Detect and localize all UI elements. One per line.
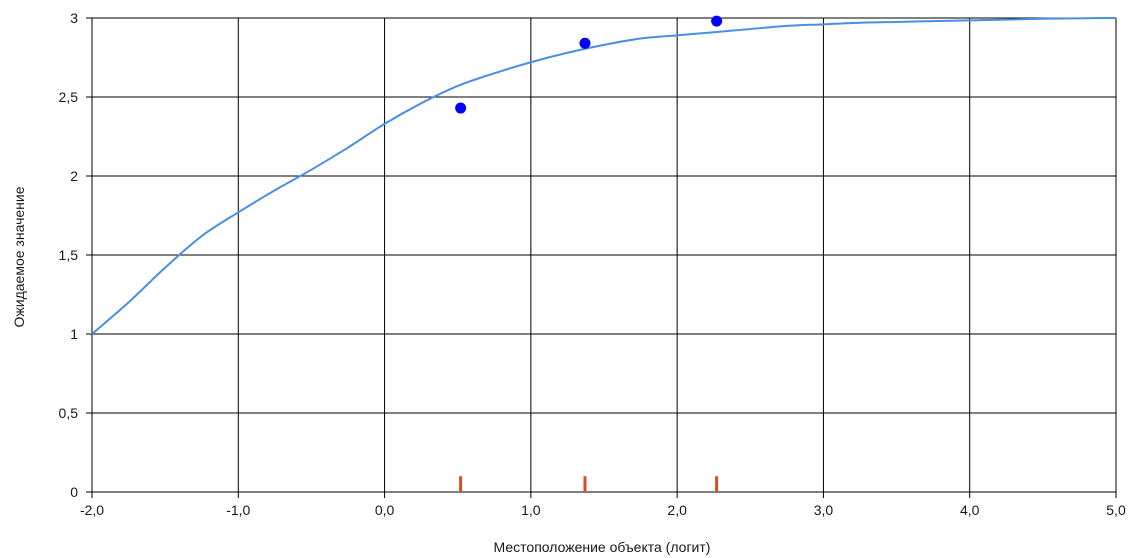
x-tick-label: 4,0 [960, 502, 980, 518]
y-tick-label: 3 [70, 10, 78, 26]
x-tick-label: 5,0 [1106, 502, 1126, 518]
y-axis-ticks: 0 0,5 1 1,5 2 2,5 3 [59, 10, 79, 500]
x-tick-label: 2,0 [667, 502, 687, 518]
y-tick-label: 0,5 [59, 405, 79, 421]
observed-point [711, 15, 723, 27]
x-tick-label: 0,0 [375, 502, 395, 518]
y-tick-label: 1 [70, 326, 78, 342]
x-tick-label: -1,0 [226, 502, 250, 518]
y-tick-label: 2 [70, 168, 78, 184]
x-tick-label: 3,0 [814, 502, 834, 518]
observed-points [455, 15, 723, 114]
observed-point [579, 37, 591, 49]
observed-point [455, 102, 467, 114]
expected-score-curve [91, 17, 1117, 335]
x-axis-ticks: -2,0 -1,0 0,0 1,0 2,0 3,0 4,0 5,0 [80, 502, 1126, 518]
y-tick-label: 1,5 [59, 247, 79, 263]
y-tick-label: 0 [70, 484, 78, 500]
rug-marks [459, 476, 719, 492]
y-tick-label: 2,5 [59, 89, 79, 105]
grid [86, 17, 1117, 498]
x-tick-label: 1,0 [521, 502, 541, 518]
x-tick-label: -2,0 [80, 502, 104, 518]
y-axis-title: Ожидаемое значение [11, 186, 27, 327]
x-axis-title: Местоположение объекта (логит) [494, 539, 711, 555]
